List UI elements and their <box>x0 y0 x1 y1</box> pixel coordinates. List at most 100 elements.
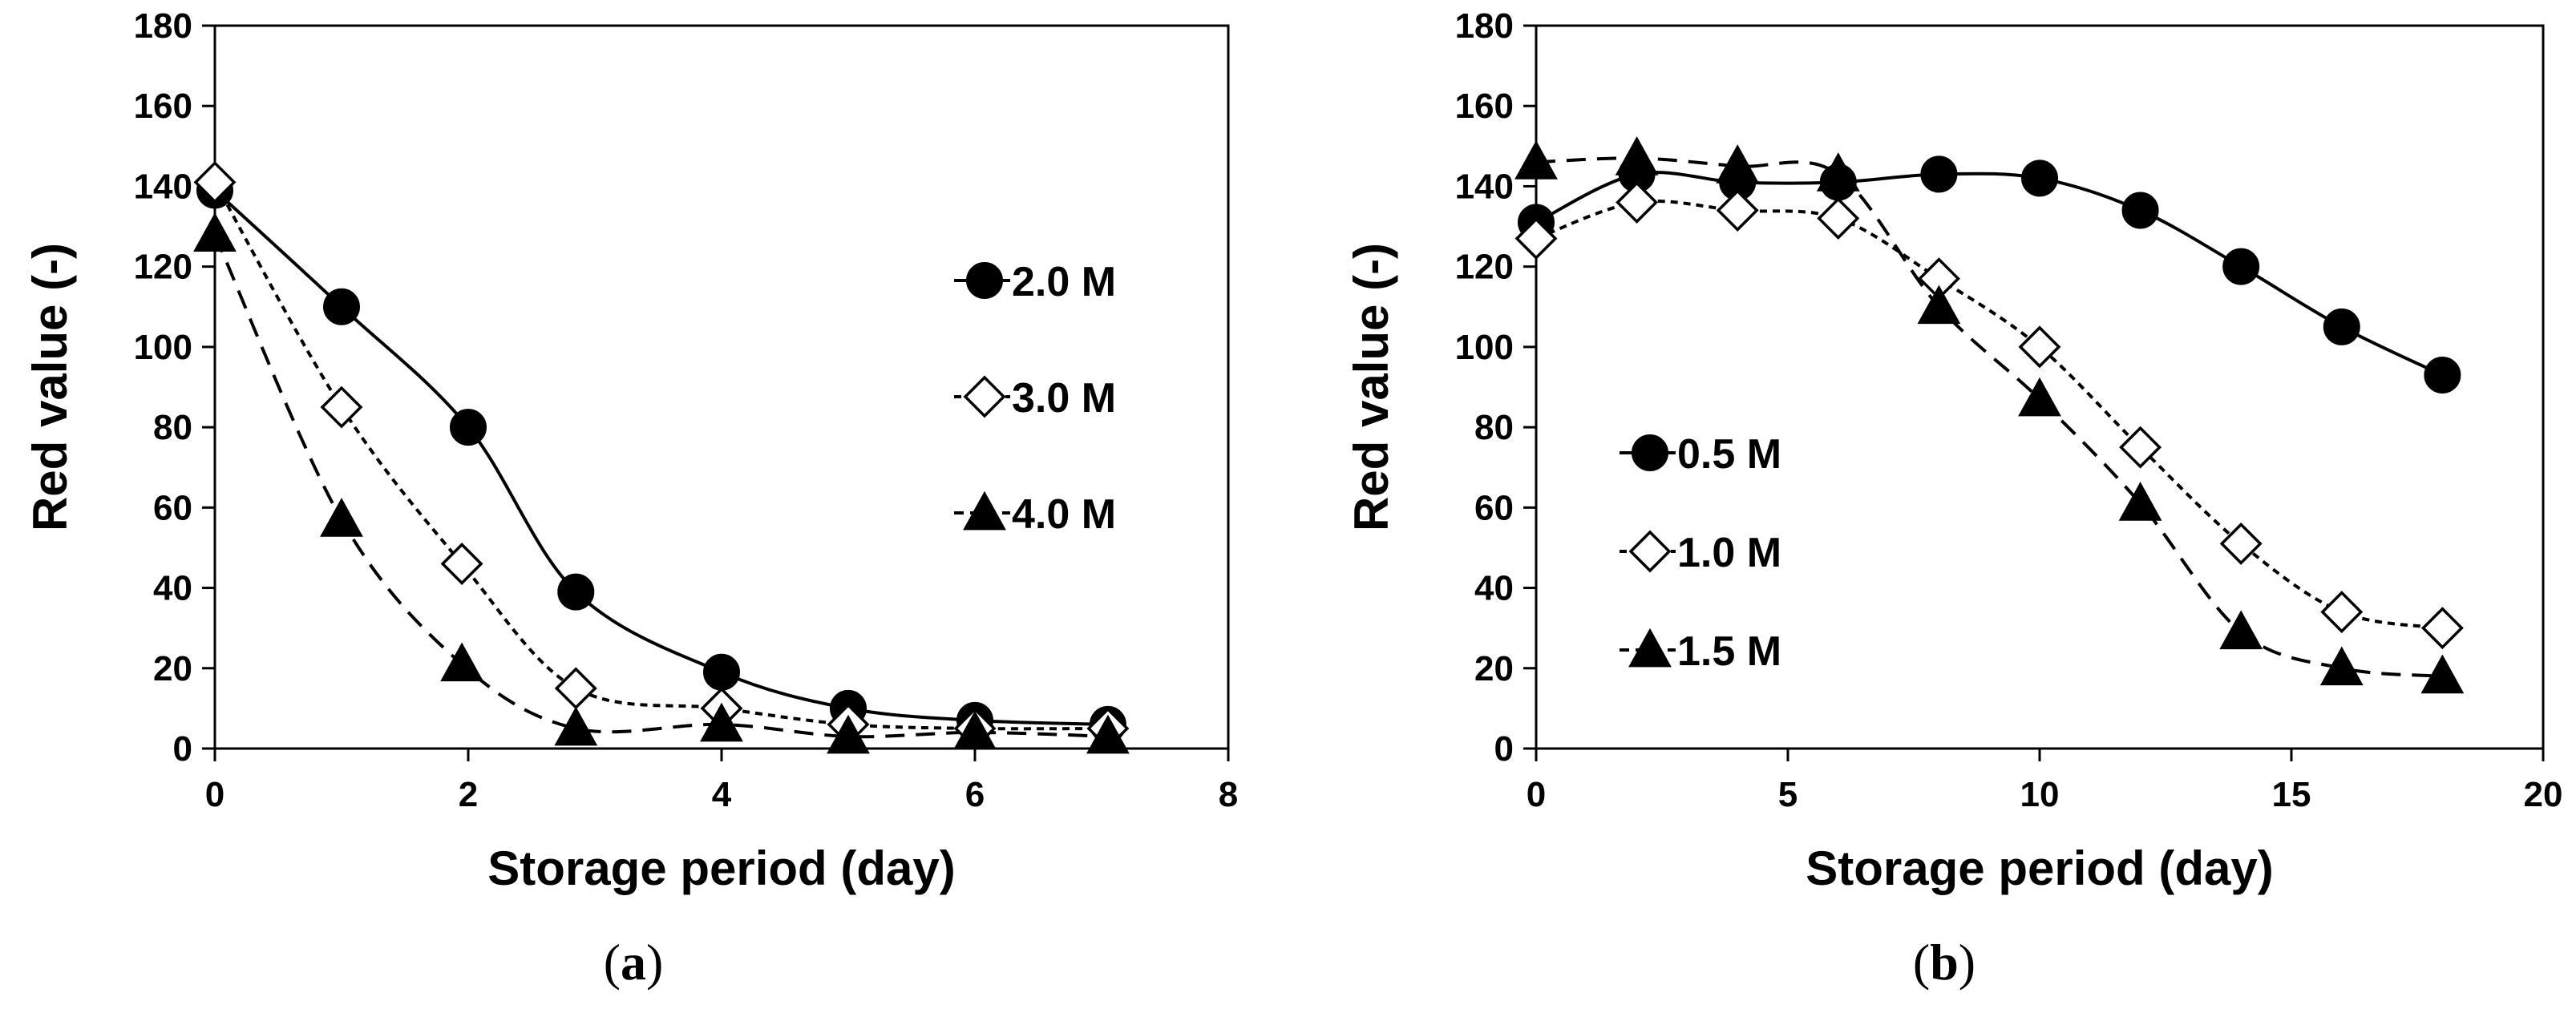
data-point <box>554 667 597 710</box>
y-tick-label: 180 <box>134 6 192 46</box>
data-point <box>1920 155 1958 193</box>
x-tick-label: 5 <box>1778 775 1798 814</box>
data-point <box>1816 152 1860 192</box>
y-tick-label: 140 <box>1455 167 1514 206</box>
x-tick-label: 2 <box>459 775 478 814</box>
data-point <box>1086 714 1130 754</box>
data-point <box>2420 654 2465 694</box>
data-point <box>953 710 997 750</box>
y-tick-label: 40 <box>1474 569 1514 608</box>
y-tick-label: 60 <box>153 488 192 527</box>
x-tick-label: 8 <box>1219 775 1238 814</box>
y-tick-label: 20 <box>1474 649 1514 688</box>
data-point <box>323 288 360 325</box>
y-tick-label: 100 <box>134 328 192 367</box>
panel-label: (a) <box>604 934 664 991</box>
x-tick-label: 0 <box>1527 775 1546 814</box>
legend-marker <box>963 375 1006 418</box>
x-tick-label: 6 <box>965 775 985 814</box>
legend-item: 1.0 M <box>1620 530 1781 576</box>
data-point <box>1716 144 1760 184</box>
data-point <box>1616 181 1659 224</box>
x-tick-label: 15 <box>2272 775 2311 814</box>
data-point <box>2320 591 2364 634</box>
data-point <box>827 714 870 754</box>
data-point <box>450 409 487 446</box>
legend-marker <box>1628 628 1672 668</box>
y-tick-label: 60 <box>1474 488 1514 527</box>
data-point <box>2121 192 2159 229</box>
y-axis-title: Red value (-) <box>1345 243 1398 531</box>
data-point <box>554 706 598 746</box>
data-point <box>440 642 483 682</box>
series-line-1.5m <box>1535 156 2443 678</box>
y-axis-title: Red value (-) <box>23 243 77 531</box>
y-tick-label: 0 <box>173 729 192 769</box>
legend-marker <box>1632 434 1668 471</box>
data-point <box>193 212 237 252</box>
panel-label: (b) <box>1913 934 1975 991</box>
y-tick-label: 120 <box>134 248 192 287</box>
data-point <box>2021 159 2058 197</box>
y-tick-label: 0 <box>1494 729 1514 769</box>
data-point <box>703 653 740 691</box>
legend-label: 4.0 M <box>1012 491 1116 538</box>
data-point <box>2323 308 2360 345</box>
series-line-1.0m <box>1535 199 2443 630</box>
data-point <box>320 385 363 429</box>
x-axis-title: Storage period (day) <box>1806 842 2273 895</box>
data-point <box>2222 248 2260 285</box>
y-tick-label: 140 <box>134 167 192 206</box>
y-tick-label: 180 <box>1455 6 1514 46</box>
legend-label: 1.0 M <box>1677 530 1781 576</box>
data-point <box>193 160 237 204</box>
data-point <box>2319 646 2364 686</box>
legend-label: 2.0 M <box>1012 259 1116 305</box>
y-tick-label: 80 <box>1474 408 1514 447</box>
data-point <box>440 543 483 585</box>
y-tick-label: 20 <box>153 649 192 688</box>
legend-item: 2.0 M <box>954 259 1116 305</box>
data-point <box>1917 285 1961 325</box>
series-line-4.0m <box>213 233 1108 739</box>
y-tick-label: 160 <box>1455 87 1514 126</box>
legend-item: 3.0 M <box>954 375 1116 422</box>
legend-marker <box>1628 530 1672 573</box>
x-tick-label: 20 <box>2524 775 2563 814</box>
y-tick-label: 100 <box>1455 328 1514 367</box>
chart-b: 0 20 40 60 80 100 120 140 160 180 0 5 10 15 20 Storage … <box>1345 6 2562 991</box>
data-point <box>1514 140 1558 180</box>
series-line-0.5m <box>1535 171 2444 377</box>
legend-item: 1.5 M <box>1620 628 1781 675</box>
data-point <box>2219 610 2263 650</box>
data-point <box>2119 426 2162 469</box>
x-tick-label: 4 <box>712 775 732 814</box>
data-point <box>700 702 743 742</box>
legend-item: 4.0 M <box>954 490 1116 538</box>
data-point <box>1716 189 1759 232</box>
legend-label: 1.5 M <box>1677 628 1781 675</box>
data-point <box>2118 482 2162 521</box>
y-tick-label: 120 <box>1455 248 1514 287</box>
data-point <box>557 573 595 611</box>
y-tick-label: 160 <box>134 87 192 126</box>
data-point <box>1817 197 1860 240</box>
data-point <box>1615 136 1659 176</box>
data-point <box>320 498 363 537</box>
data-point <box>1514 217 1558 260</box>
data-point <box>2018 325 2061 369</box>
chart-a: 0 20 40 60 80 100 120 140 160 180 0 2 4 6 8 Storage per… <box>23 6 1238 991</box>
data-point <box>2424 356 2461 394</box>
legend-marker <box>963 490 1006 531</box>
legend-marker <box>966 262 1003 299</box>
x-axis-title: Storage period (day) <box>487 842 955 895</box>
x-tick-label: 0 <box>205 775 224 814</box>
legend-label: 3.0 M <box>1012 375 1116 422</box>
data-point <box>2420 607 2464 650</box>
legend-label: 0.5 M <box>1677 431 1781 478</box>
data-point <box>2018 377 2061 417</box>
y-tick-label: 40 <box>153 569 192 608</box>
legend-item: 0.5 M <box>1620 431 1781 478</box>
